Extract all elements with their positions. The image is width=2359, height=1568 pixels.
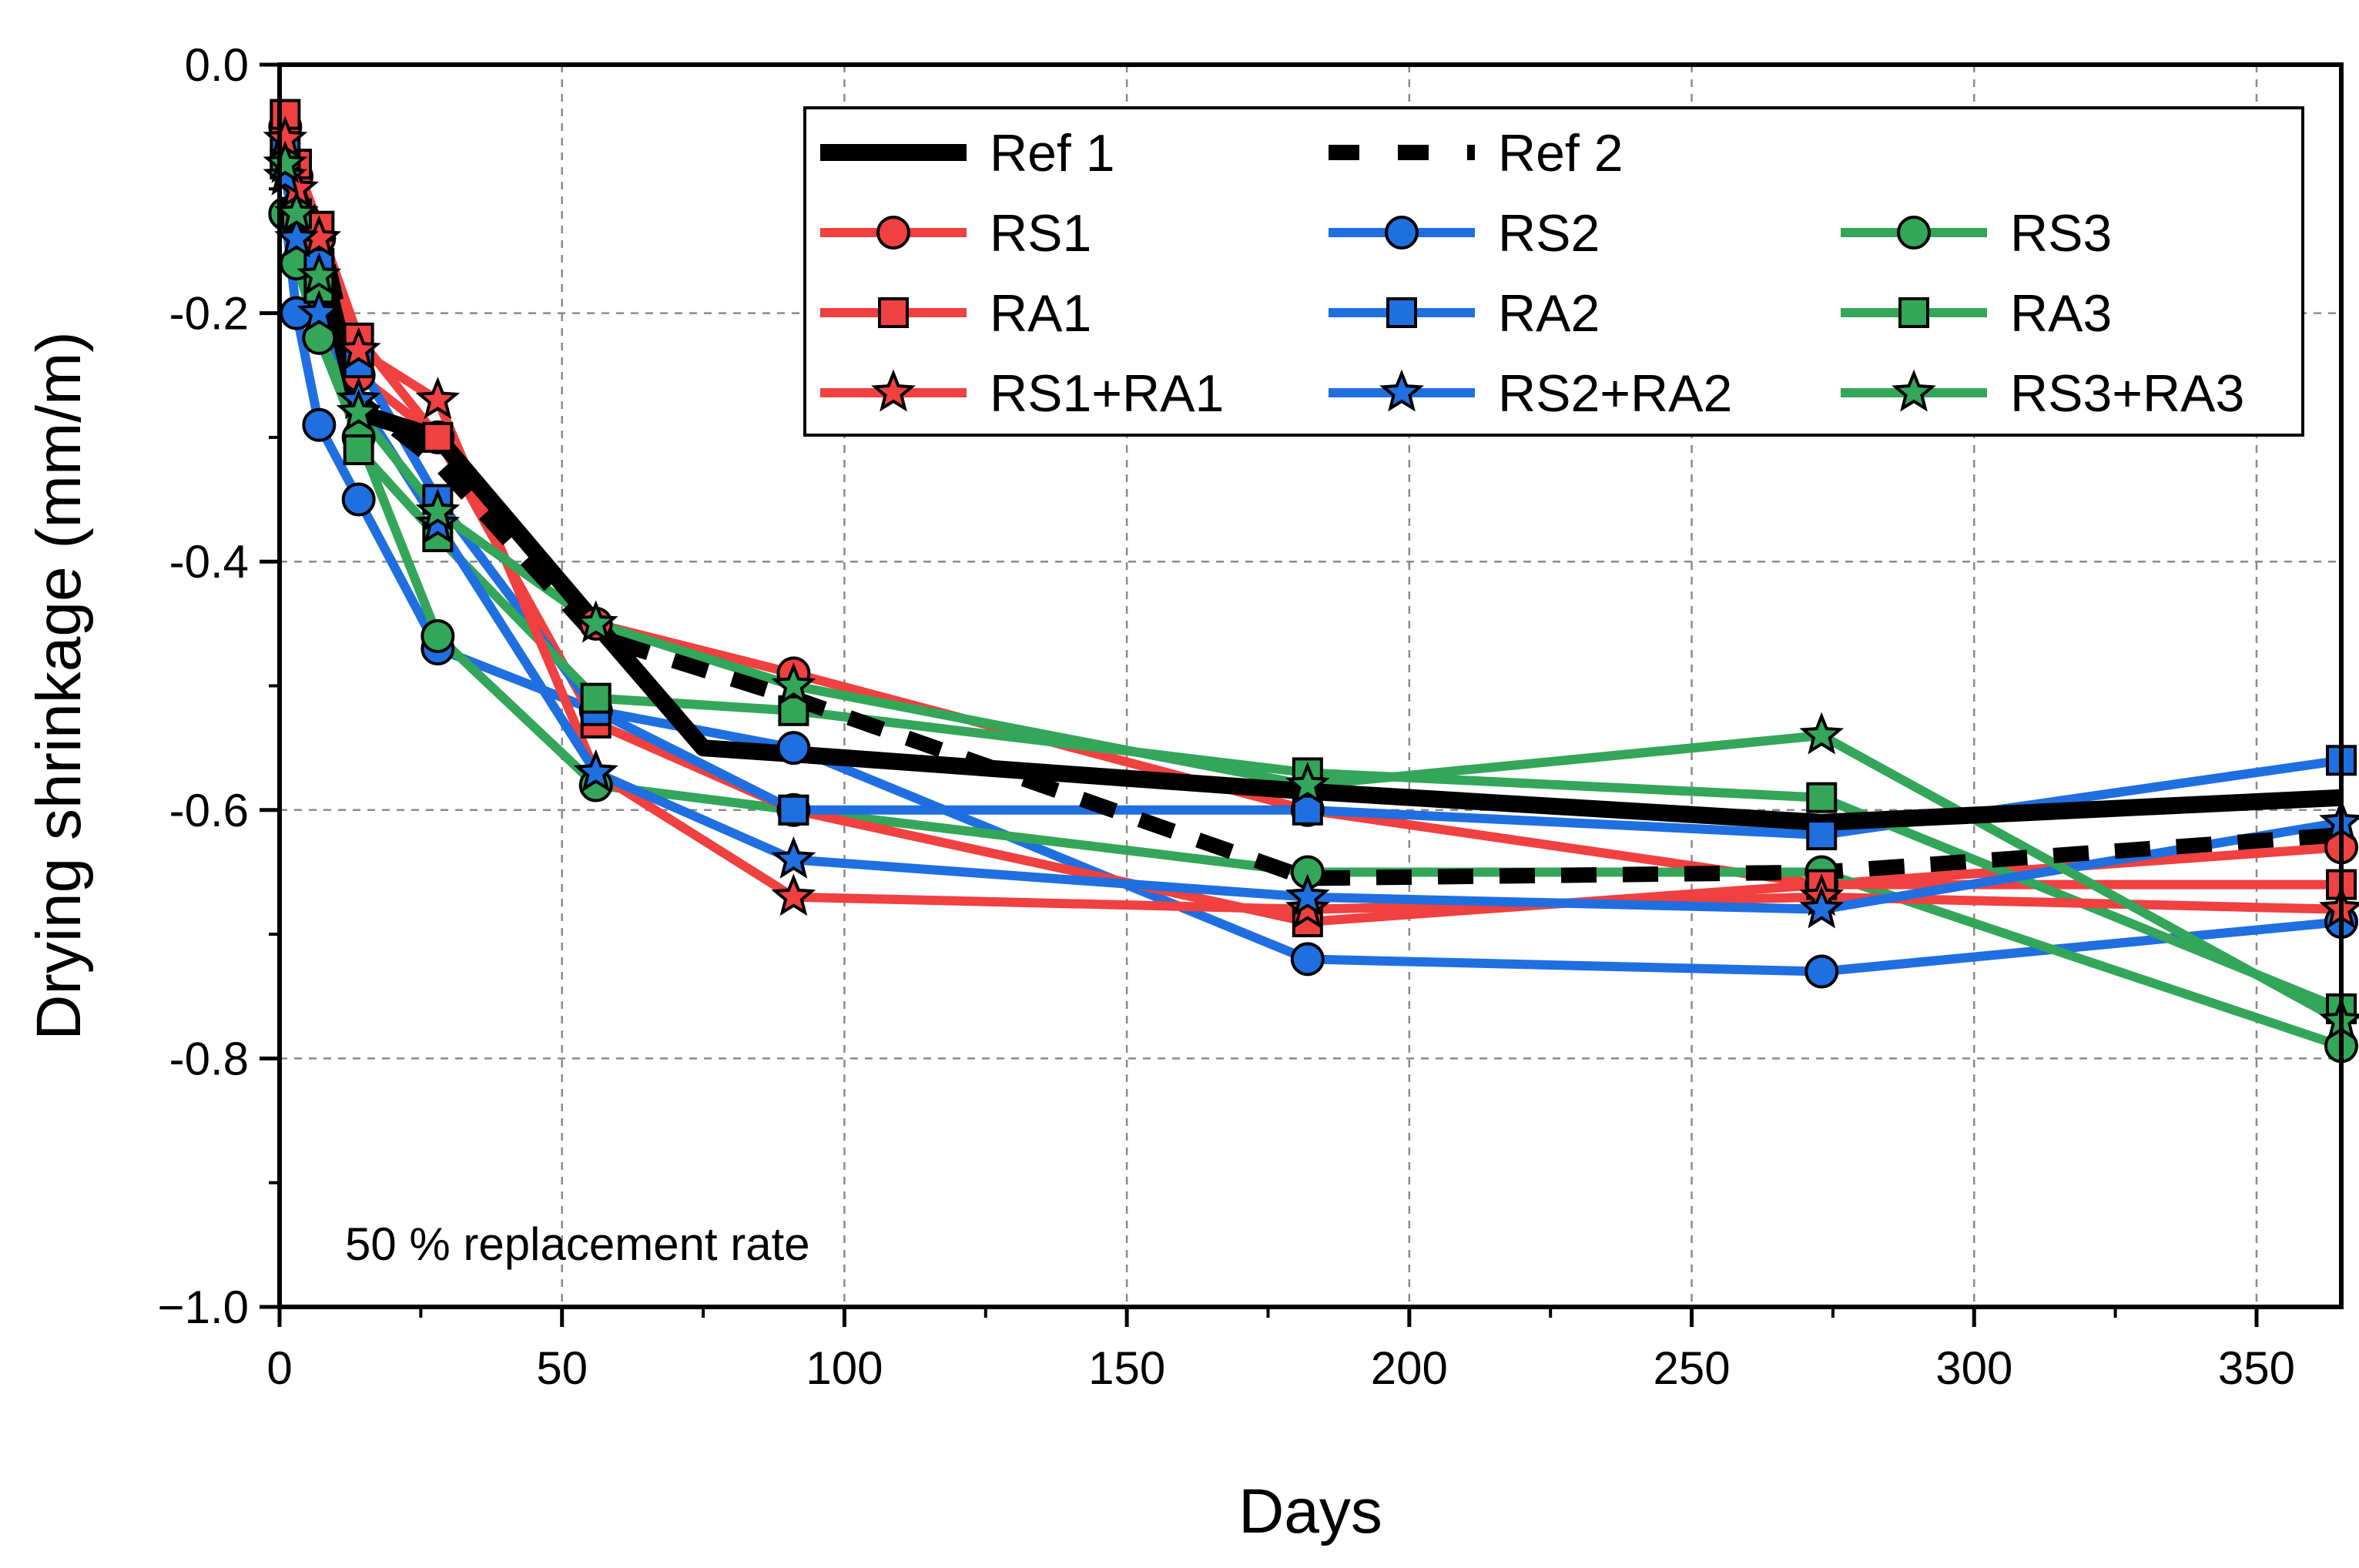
- y-tick-label: −1.0: [158, 1282, 249, 1333]
- data-point-rs3-ra3: [263, 140, 308, 183]
- data-point-rs2-ra2: [573, 749, 618, 792]
- legend-box: [803, 106, 2304, 437]
- legend-label-rs1-ra1: RS1+RA1: [990, 364, 1224, 423]
- data-point-ra3: [343, 434, 374, 466]
- data-point-rs3-ra3: [297, 252, 342, 295]
- legend-label-ra3: RA3: [2010, 284, 2112, 343]
- data-point-rs2: [302, 407, 337, 442]
- legend-marker-rs1-ra1: [871, 369, 916, 412]
- legend-label-rs2-ra2: RS2+RA2: [1498, 364, 1732, 423]
- y-tick-label: -0.4: [169, 536, 249, 588]
- data-point-rs3-ra3: [415, 488, 461, 531]
- data-point-rs2-ra2: [1799, 886, 1845, 929]
- y-tick-label: -0.8: [169, 1033, 249, 1084]
- legend-label-rs3: RS3: [2010, 204, 2112, 263]
- data-point-rs1-ra1: [336, 327, 381, 370]
- y-axis: 0.0 -0.2 -0.4 -0.6 -0.8 −1.0: [158, 39, 280, 1333]
- legend-marker-ra3: [1898, 297, 1929, 328]
- y-tick-label: -0.6: [169, 785, 249, 836]
- series-line-rs2: [280, 213, 2342, 977]
- x-tick-label: 100: [806, 1342, 883, 1394]
- x-tick-label: 150: [1088, 1342, 1165, 1394]
- data-point-rs2-ra2: [771, 836, 816, 879]
- x-tick-label: 0: [266, 1342, 292, 1394]
- data-point-rs2-ra2: [415, 501, 461, 544]
- legend-marker-rs3-ra3: [1892, 369, 1936, 412]
- data-point-rs1-ra1: [1285, 886, 1330, 929]
- data-point-rs2-ra2: [274, 215, 319, 258]
- x-axis: 0 50 100 150 200 250 300 350: [266, 1307, 2295, 1394]
- y-axis-title: Drying shrinkage (mm/m): [24, 331, 94, 1040]
- data-point-rs2-ra2: [263, 152, 308, 196]
- legend: Ref 1 Ref 2 RS1 RS2 RS3 RA1 RA2 RA3 RS1+RA1 RS2+R…: [803, 106, 2304, 437]
- series-markers: [263, 99, 2359, 1064]
- series-line-ref-2: [277, 149, 2342, 886]
- data-point-ra3: [1806, 782, 1838, 813]
- data-point-rs3-ra3: [1799, 712, 1845, 755]
- data-point-rs2: [1290, 942, 1325, 977]
- legend-marker-rs2-ra2: [1379, 369, 1424, 412]
- legend-label-rs3-ra3: RS3+RA3: [2010, 364, 2244, 423]
- data-point-rs1-ra1: [771, 873, 816, 916]
- data-point-rs3-ra3: [274, 190, 319, 233]
- data-point-rs3-ra3: [1285, 762, 1330, 805]
- data-point-rs1-ra1: [415, 377, 461, 420]
- y-tick-label: 0.0: [185, 39, 249, 91]
- legend-marker-rs3: [1897, 216, 1931, 250]
- legend-label-ref-1: Ref 1: [990, 124, 1115, 183]
- data-point-ra3: [580, 682, 612, 714]
- data-point-rs3-ra3: [573, 600, 618, 643]
- data-point-rs3: [421, 618, 455, 653]
- data-point-rs3-ra3: [771, 662, 816, 705]
- x-tick-label: 350: [2218, 1342, 2295, 1394]
- legend-marker-rs1: [876, 216, 910, 250]
- data-point-rs2: [1804, 954, 1839, 989]
- data-point-ra2: [778, 794, 809, 826]
- data-point-rs3-ra3: [336, 389, 381, 432]
- legend-label-rs1: RS1: [990, 204, 1091, 263]
- replacement-rate-annotation: 50 % replacement rate: [345, 1218, 810, 1270]
- x-tick-label: 300: [1935, 1342, 2012, 1394]
- data-point-rs2-ra2: [1285, 873, 1330, 916]
- data-point-rs2: [776, 731, 811, 766]
- legend-label-rs2: RS2: [1498, 204, 1600, 263]
- x-tick-label: 50: [536, 1342, 588, 1394]
- data-point-rs2: [341, 482, 376, 517]
- data-point-ra1: [422, 421, 454, 453]
- legend-marker-rs2: [1385, 216, 1419, 250]
- legend-marker-ra2: [1386, 297, 1417, 328]
- x-tick-label: 250: [1654, 1342, 1731, 1394]
- legend-marker-ra1: [878, 297, 909, 328]
- data-point-ra2: [1806, 819, 1838, 851]
- y-tick-label: -0.2: [169, 288, 249, 340]
- x-axis-title: Days: [1238, 1476, 1382, 1546]
- legend-label-ref-2: Ref 2: [1498, 124, 1623, 183]
- x-tick-label: 200: [1371, 1342, 1448, 1394]
- legend-label-ra2: RA2: [1498, 284, 1600, 343]
- data-point-rs2-ra2: [297, 290, 342, 333]
- legend-label-ra1: RA1: [990, 284, 1091, 343]
